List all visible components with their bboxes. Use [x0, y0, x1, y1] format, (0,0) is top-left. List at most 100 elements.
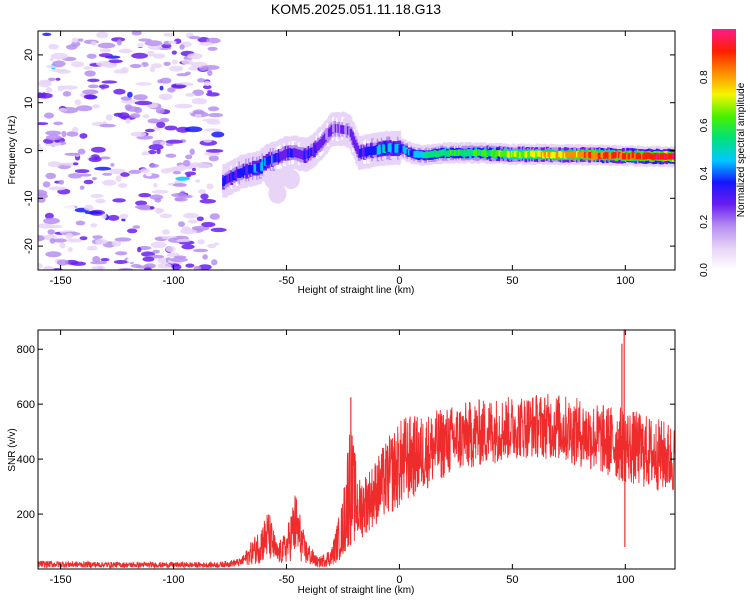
noise-speckle [102, 179, 117, 186]
noise-speckle [101, 213, 107, 220]
noise-speckle [87, 78, 100, 83]
noise-speckle [38, 223, 54, 229]
noise-speckle [206, 120, 221, 125]
ridge-cell [558, 151, 562, 158]
ridge-cell [673, 153, 675, 159]
noise-speckle [96, 31, 109, 39]
noise-speckle [92, 104, 100, 109]
ridge-cell [567, 151, 571, 158]
snr-x-label: Height of straight line (km) [298, 585, 415, 596]
noise-speckle [53, 238, 67, 243]
noise-speckle [82, 89, 99, 95]
ridge-cell [535, 152, 539, 159]
noise-speckle [116, 125, 128, 132]
noise-speckle [206, 183, 214, 190]
ridge-cell [464, 150, 468, 157]
colorbar-ticks: 0.0 0.2 0.4 0.6 0.8 [699, 70, 710, 277]
ridge-cell [638, 153, 642, 160]
noise-speckle [155, 107, 165, 114]
ridge-cell [234, 170, 238, 179]
noise-speckle [186, 174, 191, 178]
noise-speckle [131, 31, 142, 36]
noise-speckle [70, 61, 85, 68]
snr-plot-area [38, 330, 675, 569]
noise-speckle [194, 113, 202, 118]
noise-speckle [80, 173, 92, 177]
noise-speckle [60, 85, 78, 90]
noise-speckle [154, 197, 162, 203]
noise-speckle [84, 70, 96, 77]
noise-speckle [91, 146, 106, 153]
ridge-cell [586, 151, 590, 158]
noise-speckle [62, 91, 72, 97]
noise-speckle [119, 213, 129, 219]
noise-speckle [43, 217, 60, 225]
noise-speckle [79, 236, 88, 241]
noise-speckle [67, 247, 73, 252]
y-tick-label: 800 [17, 344, 35, 356]
noise-speckle [39, 79, 53, 83]
noise-speckle [42, 181, 51, 188]
noise-speckle [165, 153, 177, 158]
noise-speckle [108, 59, 123, 64]
noise-speckle [168, 40, 177, 44]
noise-speckle [140, 168, 150, 174]
x-tick-label: 0 [396, 574, 402, 586]
noise-speckle [38, 143, 41, 148]
ridge-cell [403, 147, 407, 154]
noise-speckle [135, 204, 152, 210]
noise-speckle [135, 200, 148, 206]
noise-speckle [209, 213, 220, 220]
y-tick-label: 20 [23, 49, 35, 61]
noise-speckle [76, 105, 93, 112]
snr-y-label: SNR (v/v) [7, 428, 18, 471]
noise-speckle [44, 112, 54, 119]
noise-speckle [97, 42, 116, 49]
spectrogram-y-label: Frequency (Hz) [7, 116, 18, 185]
noise-speckle [168, 65, 184, 72]
noise-speckle [99, 123, 116, 128]
noise-speckle [90, 41, 97, 46]
x-tick-label: 0 [396, 275, 402, 287]
noise-speckle [150, 63, 163, 69]
noise-speckle [65, 232, 74, 239]
y-tick-label: 0 [23, 147, 35, 153]
noise-speckle [201, 221, 216, 228]
noise-speckle [185, 154, 193, 160]
spectrogram-x-ticks: -150 -100 -50 0 50 100 [50, 31, 634, 287]
y-tick-label: 200 [17, 509, 35, 521]
x-tick-label: -50 [279, 275, 295, 287]
noise-speckle [142, 256, 155, 262]
noise-speckle [153, 182, 158, 188]
noise-speckle [143, 267, 152, 270]
noise-speckle [180, 228, 197, 235]
ridge-cell [647, 152, 651, 159]
noise-speckle [174, 103, 193, 109]
noise-speckle [141, 151, 150, 157]
noise-speckle [90, 194, 104, 198]
noise-speckle [203, 230, 213, 234]
noise-speckle [172, 171, 181, 175]
noise-speckle [74, 169, 90, 174]
x-tick-label: -50 [279, 574, 295, 586]
noise-speckle [92, 177, 97, 181]
colorbar-tick-label: 0.2 [699, 214, 710, 228]
noise-speckle [66, 238, 83, 243]
y-tick-label: 400 [17, 454, 35, 466]
noise-speckle [171, 50, 177, 55]
noise-speckle [64, 152, 81, 156]
noise-speckle [53, 121, 64, 126]
colorbar: 0.0 0.2 0.4 0.6 0.8 Normalized spectral ampl… [699, 29, 747, 277]
x-tick-label: 100 [616, 574, 634, 586]
x-tick-label: 50 [506, 574, 518, 586]
ridge-cell [268, 155, 272, 165]
colorbar-tick-label: 0.4 [699, 166, 710, 180]
noise-speckle [105, 114, 113, 121]
noise-speckle [199, 41, 214, 46]
noise-speckle [126, 257, 136, 263]
ridge-cell [300, 150, 304, 160]
noise-speckle [161, 43, 172, 49]
ridge-cell [258, 162, 262, 172]
noise-speckle [193, 265, 202, 270]
noise-speckle [113, 112, 123, 117]
